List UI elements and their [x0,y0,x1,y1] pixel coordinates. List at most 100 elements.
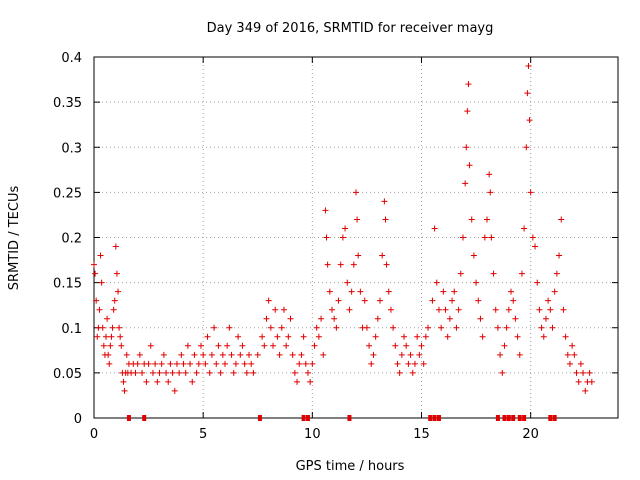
x-tick-label: 0 [90,427,98,442]
data-point [488,234,495,241]
data-point [394,360,401,367]
data-point [451,288,458,295]
data-point [115,288,122,295]
data-point [342,225,349,232]
data-point [333,324,340,331]
data-point [298,351,305,358]
data-point [311,342,318,349]
data-point [499,369,506,376]
data-point [176,369,183,376]
zero-value-marker [142,415,147,421]
data-point [283,342,290,349]
data-point [514,333,521,340]
data-point [335,297,342,304]
data-point [320,351,327,358]
data-point [398,351,405,358]
data-point [387,306,394,313]
data-point [232,360,239,367]
data-point [374,315,381,322]
data-point [200,351,207,358]
data-point [422,333,429,340]
data-point [442,306,449,313]
data-point [171,387,178,394]
data-point [549,324,556,331]
data-point [113,270,120,277]
data-point [438,324,445,331]
zero-value-marker [436,415,441,421]
data-point [486,171,493,178]
data-point [425,324,432,331]
data-point [239,342,246,349]
data-point [473,279,480,286]
data-point [261,342,268,349]
data-point [416,351,423,358]
data-point [315,333,322,340]
zero-value-marker [301,415,306,421]
data-point [564,351,571,358]
zero-value-marker [257,415,262,421]
data-point [468,216,475,223]
zero-value-marker [428,415,433,421]
data-point [167,360,174,367]
data-point [361,297,368,304]
data-point [304,369,311,376]
data-point [132,369,139,376]
data-point [143,378,150,385]
data-point [241,360,248,367]
data-point [270,342,277,349]
data-point [96,306,103,313]
data-point [344,279,351,286]
data-point [189,378,196,385]
data-point [508,288,515,295]
data-point [414,333,421,340]
data-point [411,360,418,367]
data-point [215,342,222,349]
data-point [518,270,525,277]
data-point [103,333,110,340]
data-point [265,297,272,304]
data-point [521,225,528,232]
data-point [481,234,488,241]
data-point [267,324,274,331]
data-point [571,351,578,358]
data-point [302,360,309,367]
data-point [529,234,536,241]
data-point [580,369,587,376]
data-point [160,351,167,358]
data-point [328,306,335,313]
data-point [403,342,410,349]
data-point [158,360,165,367]
data-point [475,297,482,304]
data-point [382,216,389,223]
zero-value-marker [347,415,352,421]
data-point [457,270,464,277]
zero-value-marker [511,415,516,421]
data-point [545,297,552,304]
y-tick-label: 0.35 [53,96,82,111]
data-point [348,288,355,295]
data-point [577,360,584,367]
data-point [523,144,530,151]
axis-ticks: 0 5 10 15 20 0 0.05 0.1 0.15 0.2 0.25 0.3 0.35 0.4 [53,51,618,442]
data-point [484,216,490,223]
data-point [224,342,231,349]
data-point [464,108,471,115]
data-point [379,252,386,259]
data-point [492,306,499,313]
data-point [501,342,508,349]
y-tick-label: 0.4 [61,51,82,66]
data-point [278,324,285,331]
data-point [459,234,466,241]
data-point [193,369,200,376]
data-point [217,369,224,376]
data-point [431,225,438,232]
chart-title: Day 349 of 2016, SRMTID for receiver may… [207,21,494,36]
data-point [105,351,112,358]
data-point [184,342,191,349]
data-point [586,369,593,376]
data-point [187,360,194,367]
x-tick-label: 5 [199,427,207,442]
data-point [272,306,279,313]
data-point [337,261,344,268]
data-point [462,180,469,187]
